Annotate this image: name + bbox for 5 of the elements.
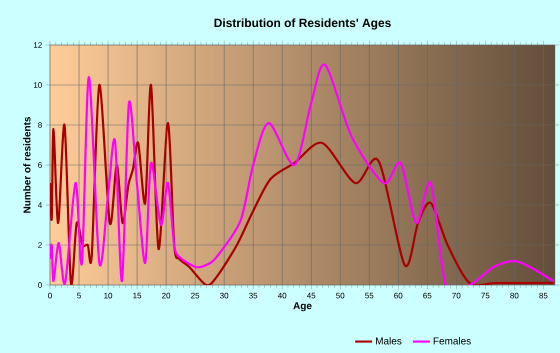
y-axis-title: Number of residents	[23, 116, 31, 213]
legend-label: Females	[434, 337, 471, 344]
chart-title: Distribution of Residents' Ages	[214, 18, 391, 30]
x-axis-title: Age	[293, 302, 312, 312]
legend-label: Males	[376, 337, 402, 344]
